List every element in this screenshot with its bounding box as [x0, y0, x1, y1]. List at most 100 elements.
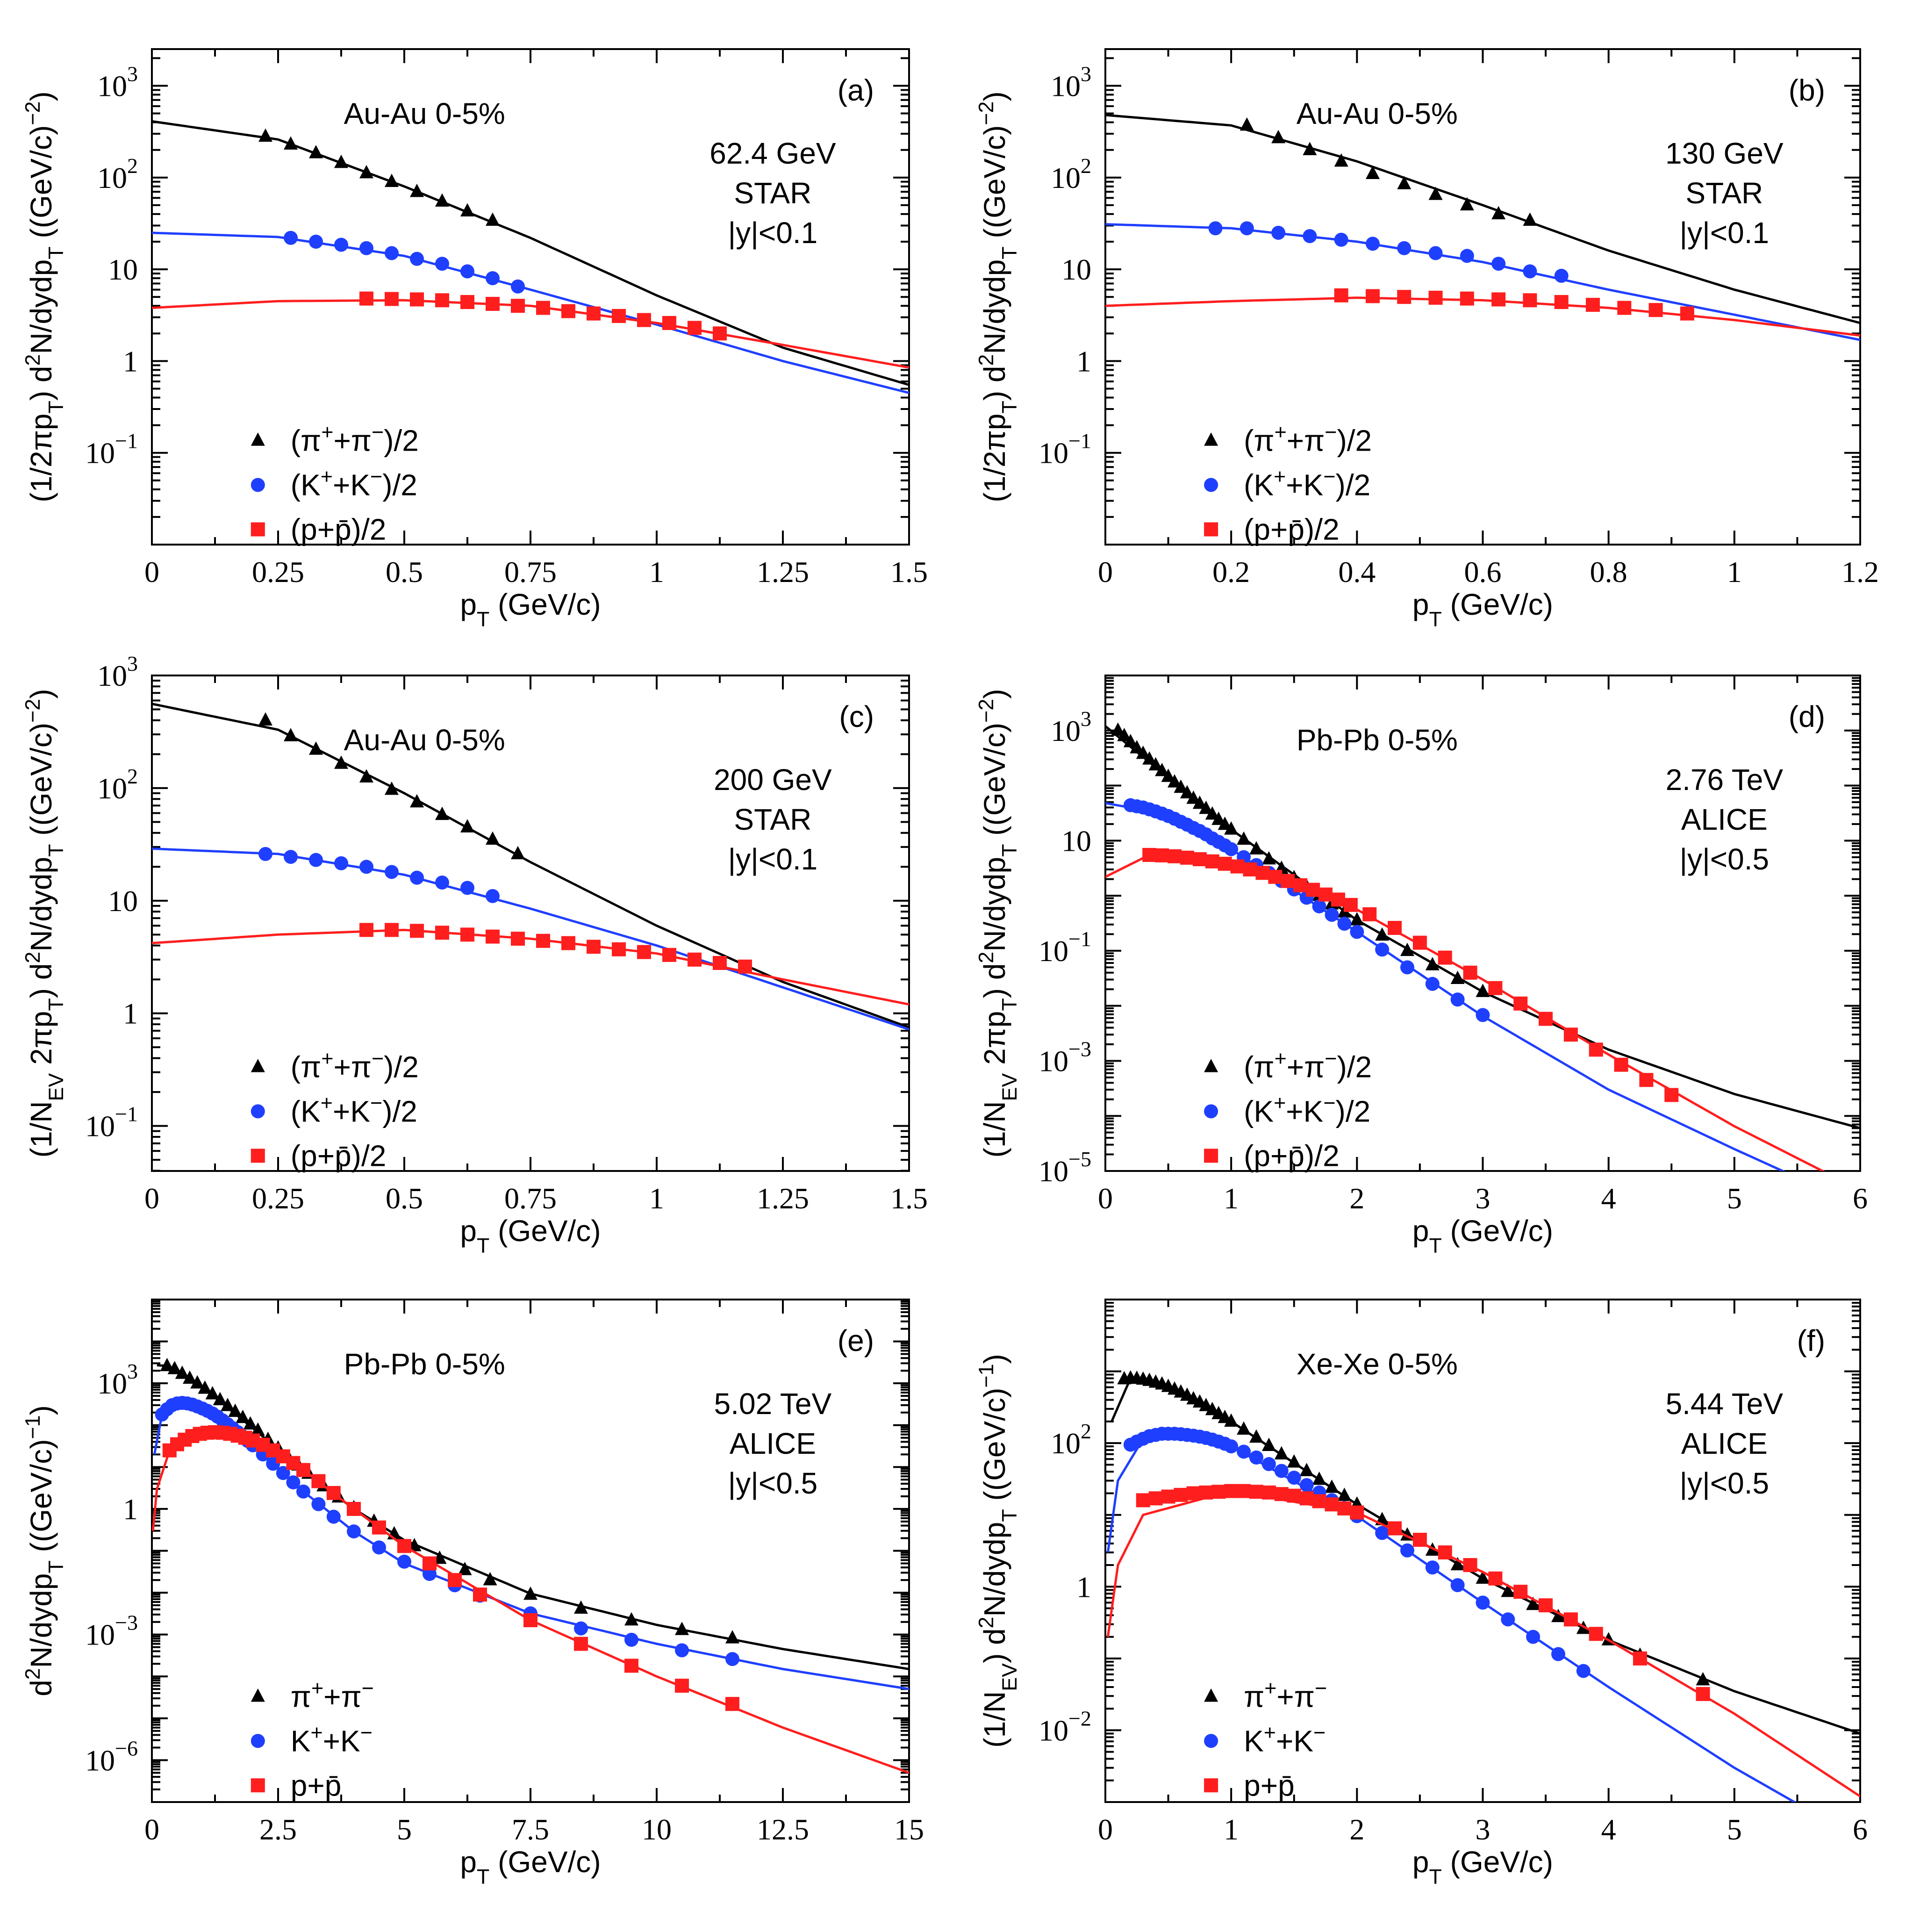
data-point-triangle: [198, 1380, 212, 1394]
system-label: Pb-Pb 0-5%: [344, 1347, 505, 1381]
data-point-square: [1293, 878, 1308, 892]
x-tick-label: 2.5: [259, 1813, 297, 1846]
data-point-triangle: [1249, 841, 1263, 855]
x-tick-label: 3: [1476, 1813, 1490, 1846]
data-point-triangle: [1168, 774, 1182, 788]
data-point-square: [1362, 907, 1377, 921]
data-point-square: [738, 959, 752, 974]
data-point-circle: [1425, 1560, 1440, 1575]
data-point-square: [1513, 996, 1528, 1011]
x-tick-label: 1: [1224, 1182, 1239, 1215]
data-point-square: [1243, 862, 1257, 876]
rapidity-label: |y|<0.5: [728, 1466, 818, 1500]
series-kaon: (K++K−)/2: [152, 847, 909, 1128]
x-axis-label: pT (GeV/c): [1412, 588, 1553, 631]
data-point-square: [486, 929, 500, 944]
x-tick-label: 5: [1727, 1182, 1742, 1215]
y-tick-label: 102: [1051, 154, 1091, 194]
panel-label: (f): [1797, 1324, 1825, 1357]
data-point-circle: [1375, 942, 1390, 957]
data-point-circle: [1274, 1464, 1289, 1478]
y-tick-label: 102: [97, 764, 138, 805]
x-tick-label: 0.5: [386, 1182, 423, 1215]
system-label: Pb-Pb 0-5%: [1297, 723, 1458, 757]
x-tick-label: 1.25: [757, 555, 809, 589]
data-point-triangle: [1274, 1446, 1289, 1460]
panel-f: 0 1 2 3 4 5 6 10−2 1 102 pT (GeV/c) (1/NEV) d2N/dyd…: [974, 1299, 1868, 1889]
y-tick-label: 103: [97, 1359, 138, 1400]
data-point-circle: [359, 241, 373, 255]
x-tick-label: 0.2: [1212, 555, 1250, 589]
data-point-square: [1255, 866, 1270, 880]
data-point-triangle: [1224, 821, 1239, 835]
data-point-circle: [359, 860, 373, 874]
y-tick-label: 10−3: [85, 1611, 138, 1652]
x-tick-label: 6: [1853, 1813, 1868, 1846]
x-tick-label: 0: [144, 555, 159, 589]
series-pion: (π++π−)/2: [152, 120, 909, 457]
legend-marker: [1204, 1059, 1218, 1072]
legend-marker: [1204, 432, 1218, 446]
data-point-square: [1554, 295, 1569, 309]
data-point-triangle: [1261, 851, 1276, 865]
data-point-square: [410, 924, 424, 938]
data-point-square: [1488, 1571, 1503, 1586]
y-tick-label: 102: [1051, 1419, 1091, 1460]
data-point-triangle: [1174, 779, 1188, 793]
data-point-circle: [1425, 977, 1440, 991]
legend-marker: [251, 1104, 265, 1119]
data-point-square: [1205, 854, 1219, 869]
data-point-triangle: [1123, 733, 1138, 747]
data-point-triangle: [1148, 757, 1163, 771]
data-point-triangle: [511, 846, 525, 860]
series-proton: (p+p̄)/2: [1105, 847, 1825, 1172]
energy-label: 62.4 GeV: [709, 136, 836, 170]
system-label: Au-Au 0-5%: [1297, 97, 1458, 130]
data-point-triangle: [359, 769, 373, 783]
x-tick-label: 1.2: [1841, 555, 1879, 589]
data-point-triangle: [1325, 1480, 1339, 1493]
legend-marker: [1204, 1149, 1218, 1163]
data-point-square: [637, 945, 651, 959]
fit-curve: [152, 299, 909, 369]
y-tick-label: 102: [97, 154, 138, 194]
legend-label: K++K−: [1244, 1721, 1325, 1758]
data-point-circle: [511, 279, 525, 294]
x-tick-label: 0.5: [386, 555, 423, 589]
data-point-triangle: [1428, 187, 1443, 200]
energy-label: 5.44 TeV: [1666, 1387, 1784, 1421]
data-point-circle: [1397, 241, 1411, 255]
data-point-square: [1155, 848, 1169, 862]
legend-label: π++π−: [1244, 1676, 1327, 1713]
x-tick-label: 6: [1853, 1182, 1868, 1215]
data-point-triangle: [1450, 1557, 1465, 1571]
series-kaon: (K++K−)/2: [152, 230, 909, 502]
data-point-circle: [326, 1509, 341, 1524]
panel-b: 0 0.2 0.4 0.6 0.8 1 1.2 10−1 1 10 102 103 pT (GeV/c)…: [974, 48, 1879, 631]
data-point-square: [1174, 1487, 1188, 1502]
y-tick-label: 10−5: [1039, 1147, 1091, 1188]
data-point-circle: [1400, 1543, 1414, 1558]
series-pion: π++π−: [1111, 1370, 1860, 1735]
data-point-triangle: [1180, 785, 1194, 798]
legend-marker: [251, 432, 265, 446]
data-point-triangle: [228, 1403, 243, 1417]
data-point-triangle: [725, 1630, 739, 1644]
panel-label: (d): [1789, 700, 1825, 733]
x-tick-label: 3: [1476, 1182, 1490, 1215]
data-point-square: [1192, 852, 1207, 867]
legend-label: (p+p̄)/2: [1244, 512, 1340, 546]
data-point-circle: [1350, 925, 1364, 939]
data-point-triangle: [1240, 117, 1254, 131]
fit-curve: [1105, 854, 1825, 1171]
data-point-triangle: [1523, 212, 1537, 226]
data-point-triangle: [1476, 984, 1490, 997]
x-tick-label: 0: [1098, 555, 1113, 589]
data-point-circle: [1554, 268, 1569, 283]
data-point-square: [1589, 1627, 1603, 1641]
fit-curve: [1106, 1490, 1860, 1797]
data-point-square: [1268, 869, 1282, 884]
y-tick-label: 103: [97, 652, 138, 692]
data-point-square: [1463, 965, 1477, 980]
series-proton: (p+p̄)/2: [152, 291, 909, 546]
